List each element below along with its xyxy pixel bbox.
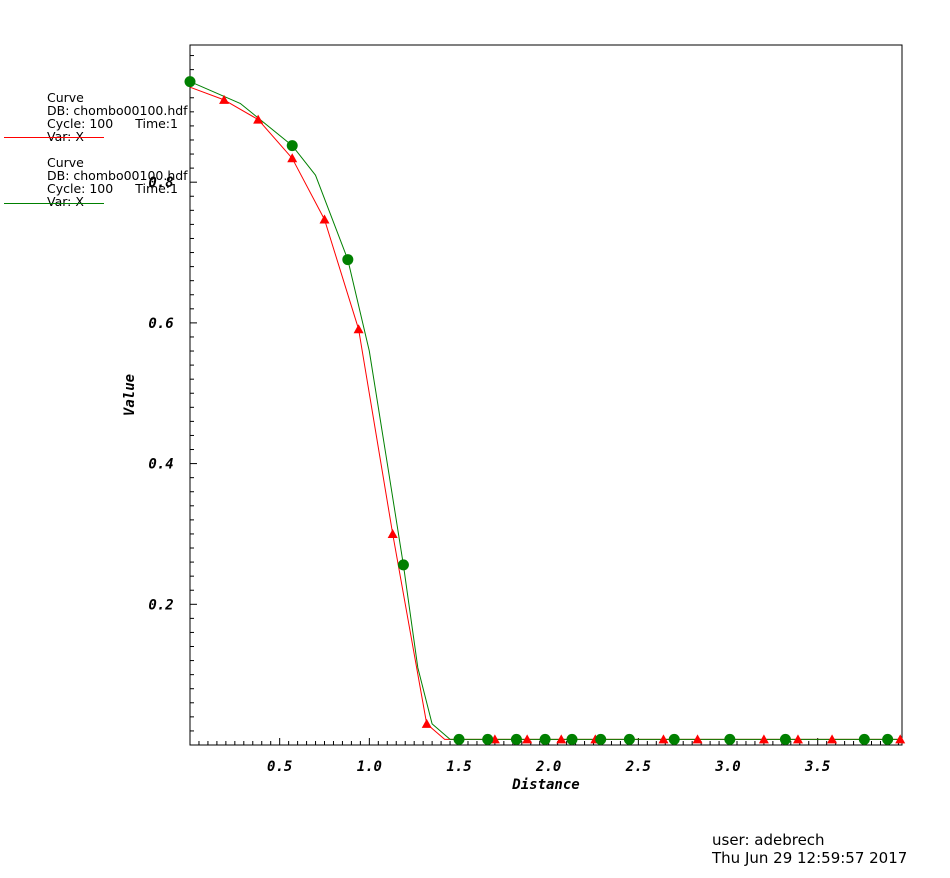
series-1-point (522, 734, 533, 744)
legend-cycle-time: Cycle: 100 Time:1 (47, 182, 188, 195)
series-1-point (287, 153, 298, 163)
legend-entry-red: Curve DB: chombo00100.hdf Cycle: 100 Time… (47, 91, 188, 143)
x-tick-label: 3.5 (804, 759, 830, 775)
y-axis-title: Value (122, 374, 138, 416)
series-1-point (658, 734, 669, 744)
y-tick-label: 0.6 (148, 316, 173, 332)
series-2-point (482, 733, 494, 745)
legend-time: Time:1 (135, 181, 178, 196)
series-2-point (539, 733, 551, 745)
legend-line-red (4, 137, 104, 138)
series-2-point (595, 733, 607, 745)
x-axis-ticks: 0.5 1.0 1.5 2.0 2.5 3.0 3.5 (198, 738, 899, 775)
legend-cycle: Cycle: 100 (47, 181, 114, 196)
series-2-point (724, 733, 736, 745)
x-tick-label: 1.0 (357, 759, 382, 775)
series-2-point (623, 733, 635, 745)
series-1-point (319, 214, 330, 224)
legend-line-green (4, 203, 104, 204)
series-layer (184, 76, 906, 745)
x-tick-label: 2.0 (535, 759, 561, 775)
legend-title: Curve (47, 155, 84, 170)
series-1-point (219, 94, 230, 104)
x-tick-label: 2.5 (625, 759, 651, 775)
y-tick-label: 0.8 (148, 175, 173, 191)
series-2-point (342, 254, 354, 266)
x-tick-label: 3.0 (714, 759, 740, 775)
legend-db: DB: chombo00100.hdf (47, 103, 188, 118)
series-1-point (556, 734, 567, 744)
series-2-point (286, 140, 298, 152)
series-1-point (253, 114, 264, 124)
series-line-1 (189, 86, 902, 740)
series-1-point (827, 734, 838, 744)
series-2-point (510, 733, 522, 745)
legend-db: DB: chombo00100.hdf (47, 168, 188, 183)
legend-cycle-time: Cycle: 100 Time:1 (47, 117, 188, 130)
legend-cycle: Cycle: 100 (47, 116, 114, 131)
y-tick-label: 0.2 (148, 597, 173, 613)
legend-var: Var: X (47, 194, 84, 209)
x-tick-label: 1.5 (446, 759, 471, 775)
series-1-point (353, 324, 364, 334)
series-1-point (758, 734, 769, 744)
y-axis-ticks: 0.2 0.4 0.6 0.8 (148, 55, 197, 732)
series-1-point (792, 734, 803, 744)
footer-date: Thu Jun 29 12:59:57 2017 (712, 849, 908, 867)
series-2-point (397, 559, 409, 571)
legend-time: Time:1 (135, 116, 178, 131)
series-1-point (895, 734, 906, 744)
series-line-2 (189, 81, 902, 740)
y-tick-label: 0.4 (148, 457, 173, 473)
legend-var: Var: X (47, 129, 84, 144)
footer-user: user: adebrech (712, 831, 825, 849)
series-2-point (184, 76, 196, 88)
x-axis-title: Distance (511, 777, 579, 793)
series-2-point (858, 733, 870, 745)
series-2-point (566, 733, 578, 745)
series-1-point (692, 734, 703, 744)
x-tick-label: 0.5 (267, 759, 292, 775)
series-2-point (453, 733, 465, 745)
series-2-point (668, 733, 680, 745)
legend-title: Curve (47, 90, 84, 105)
series-1-point (421, 718, 432, 728)
series-1-point (387, 528, 398, 538)
legend-entry-green: Curve DB: chombo00100.hdf Cycle: 100 Time… (47, 156, 188, 208)
series-2-point (882, 733, 894, 745)
series-2-point (779, 733, 791, 745)
plot-frame (189, 44, 903, 746)
